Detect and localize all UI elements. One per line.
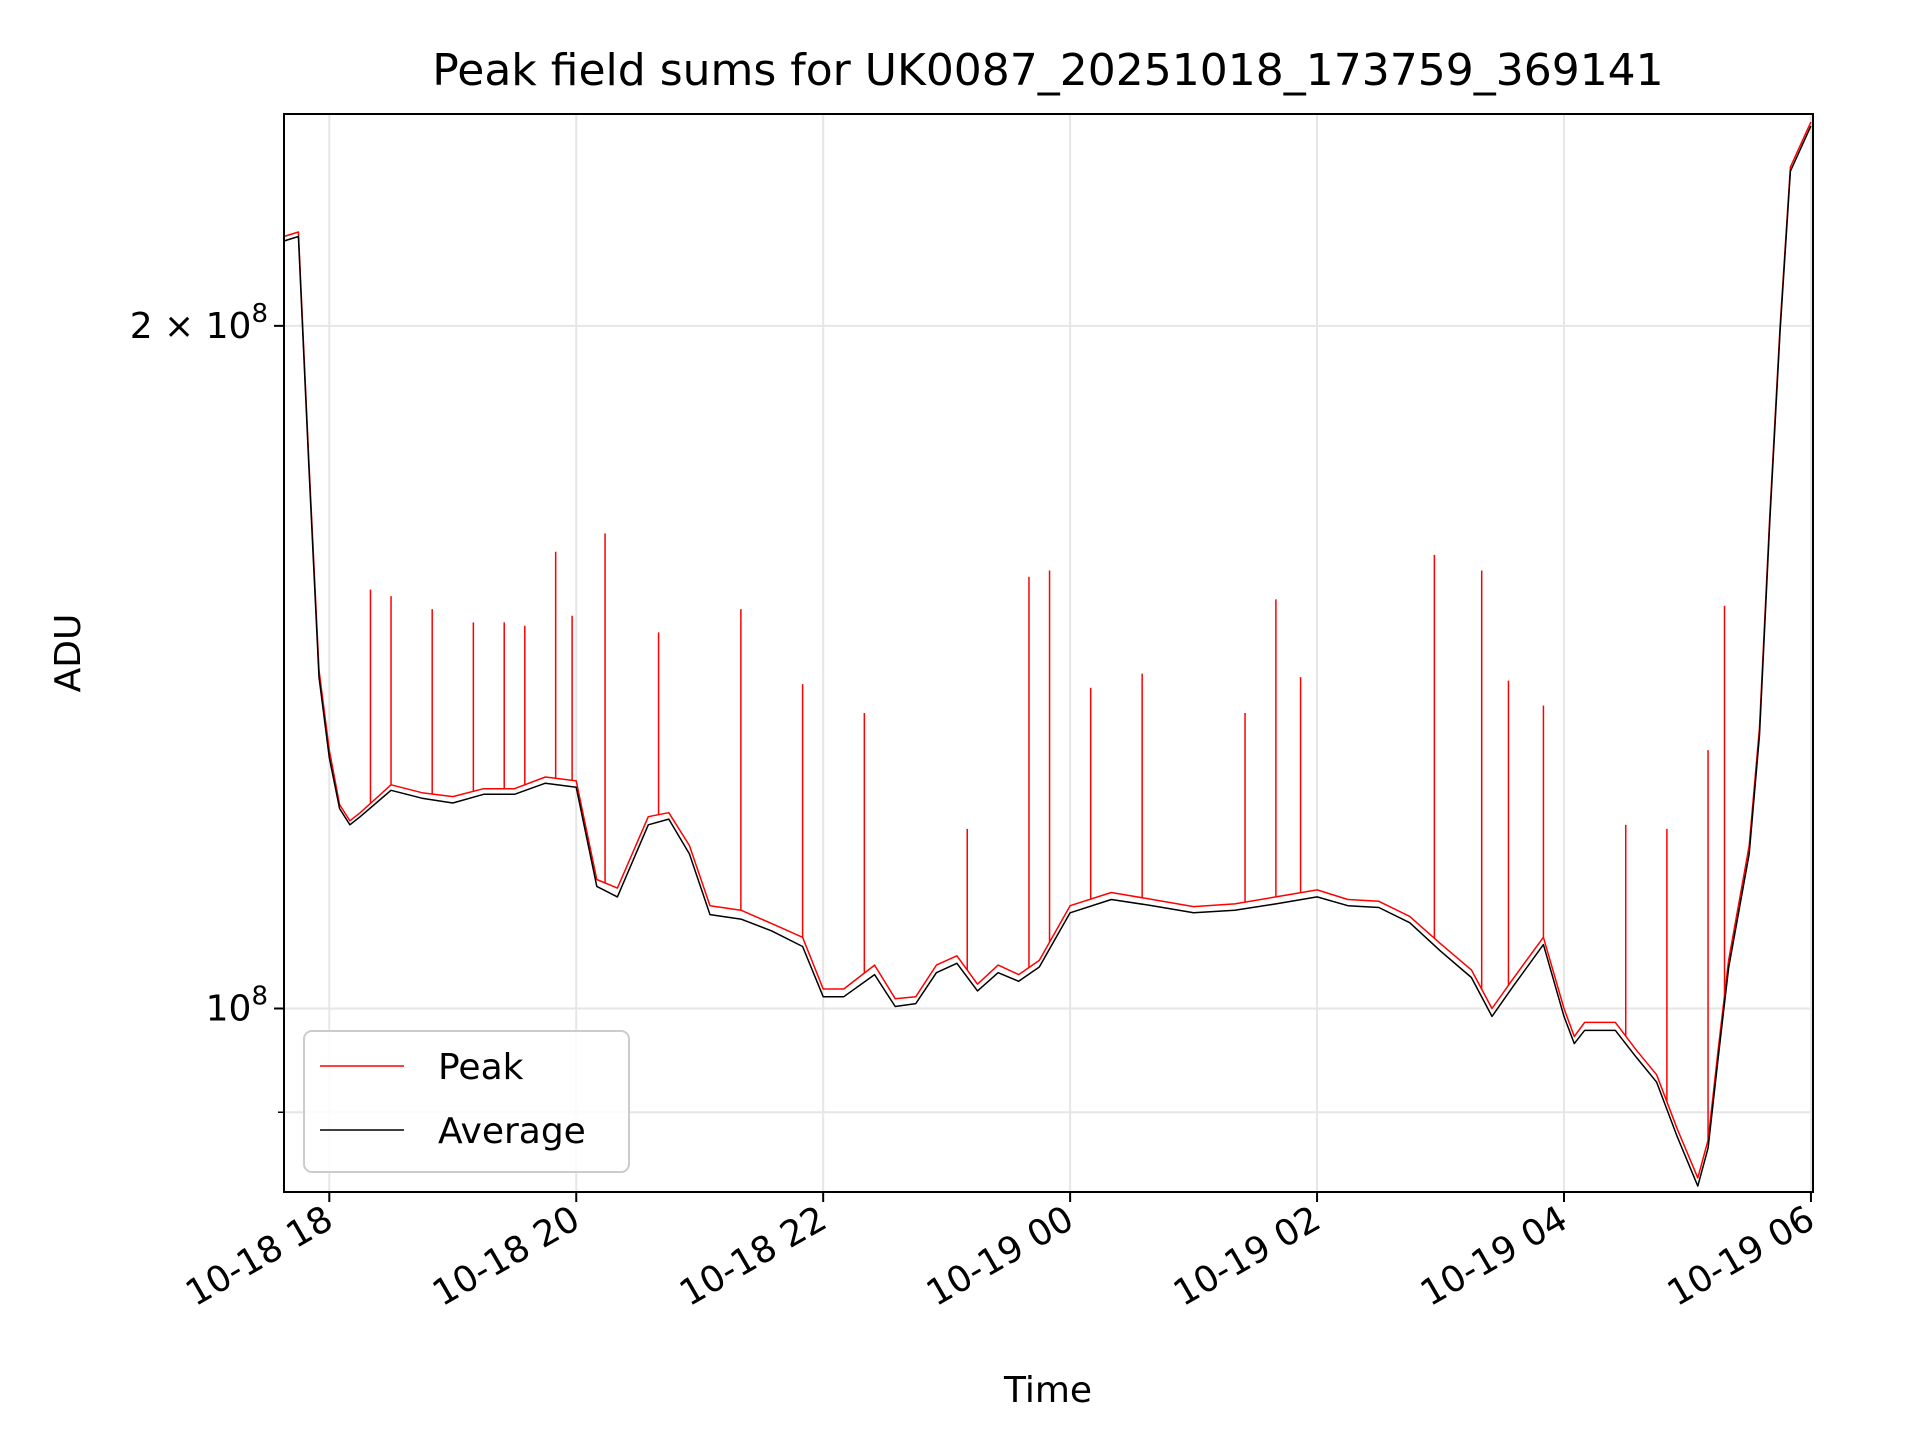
x-axis-label: Time	[1003, 1370, 1092, 1411]
legend-average-label: Average	[438, 1111, 586, 1152]
average-line	[283, 125, 1812, 1187]
legend-peak-label: Peak	[438, 1047, 524, 1088]
y-tick-label-exponent: 8	[251, 299, 268, 329]
peak-series	[283, 121, 1812, 1179]
y-axis-label: ADU	[48, 614, 89, 693]
y-tick-label-exponent: 8	[251, 981, 268, 1011]
legend: Peak Average	[303, 1030, 630, 1173]
y-tick-label: 108	[206, 981, 268, 1029]
average-series	[283, 125, 1812, 1187]
y-tick-label: 2 × 108	[130, 299, 268, 347]
plot-frame	[283, 113, 1814, 1193]
y-tick-label-base: 2 × 10	[130, 306, 252, 347]
grid	[284, 114, 1813, 1192]
y-tick-label-base: 10	[206, 988, 252, 1029]
peak-line	[283, 121, 1812, 1179]
chart-title: Peak field sums for UK0087_20251018_1737…	[432, 45, 1663, 96]
